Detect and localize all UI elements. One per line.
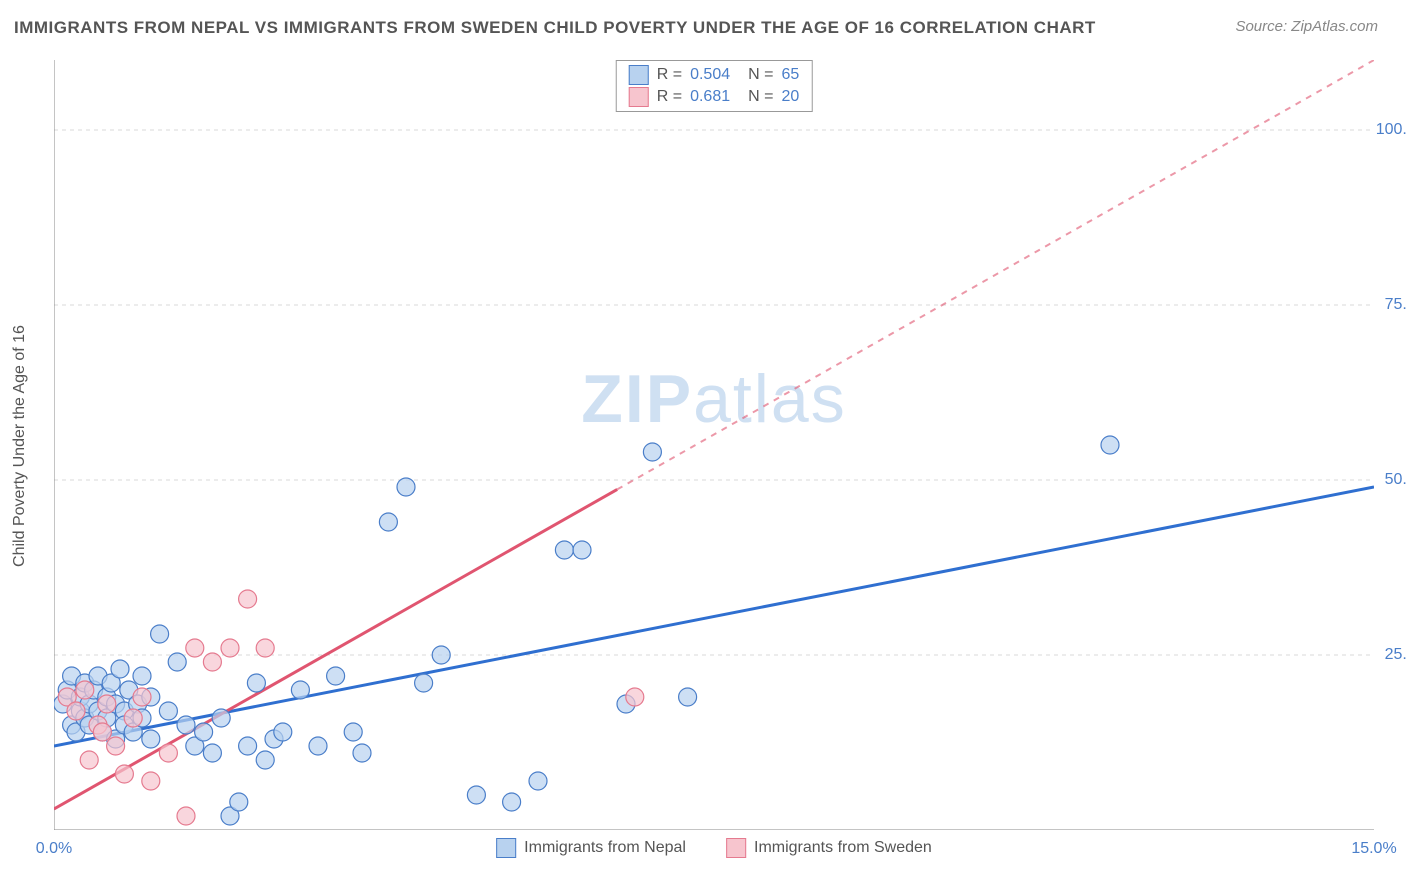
legend-row: R = 0.504 N = 65 <box>629 65 800 85</box>
series-legend-item: Immigrants from Nepal <box>496 838 686 858</box>
legend-r-label: R = <box>657 88 682 106</box>
legend-n-label: N = <box>748 66 773 84</box>
x-tick-label: 15.0% <box>1351 840 1396 858</box>
correlation-legend: R = 0.504 N = 65 R = 0.681 N = 20 <box>616 60 813 112</box>
series-legend-label: Immigrants from Sweden <box>754 839 932 857</box>
y-tick-label: 100.0% <box>1376 121 1406 139</box>
legend-row: R = 0.681 N = 20 <box>629 87 800 107</box>
chart-area: ZIPatlas R = 0.504 N = 65 R = 0.681 N = … <box>54 60 1374 830</box>
y-tick-label: 75.0% <box>1385 296 1406 314</box>
legend-swatch <box>629 65 649 85</box>
y-axis-label: Child Poverty Under the Age of 16 <box>11 325 29 567</box>
source-attribution: Source: ZipAtlas.com <box>1235 18 1378 35</box>
series-legend: Immigrants from Nepal Immigrants from Swe… <box>496 838 932 858</box>
legend-n-value: 20 <box>781 88 799 106</box>
chart-title: IMMIGRANTS FROM NEPAL VS IMMIGRANTS FROM… <box>14 18 1096 38</box>
legend-swatch <box>629 87 649 107</box>
series-legend-label: Immigrants from Nepal <box>524 839 686 857</box>
legend-r-label: R = <box>657 66 682 84</box>
x-tick-label: 0.0% <box>36 840 72 858</box>
legend-r-value: 0.504 <box>690 66 730 84</box>
legend-n-label: N = <box>748 88 773 106</box>
legend-swatch <box>726 838 746 858</box>
legend-r-value: 0.681 <box>690 88 730 106</box>
legend-swatch <box>496 838 516 858</box>
legend-n-value: 65 <box>781 66 799 84</box>
y-tick-label: 50.0% <box>1385 471 1406 489</box>
scatter-plot <box>54 60 1374 830</box>
y-tick-label: 25.0% <box>1385 646 1406 664</box>
series-legend-item: Immigrants from Sweden <box>726 838 932 858</box>
